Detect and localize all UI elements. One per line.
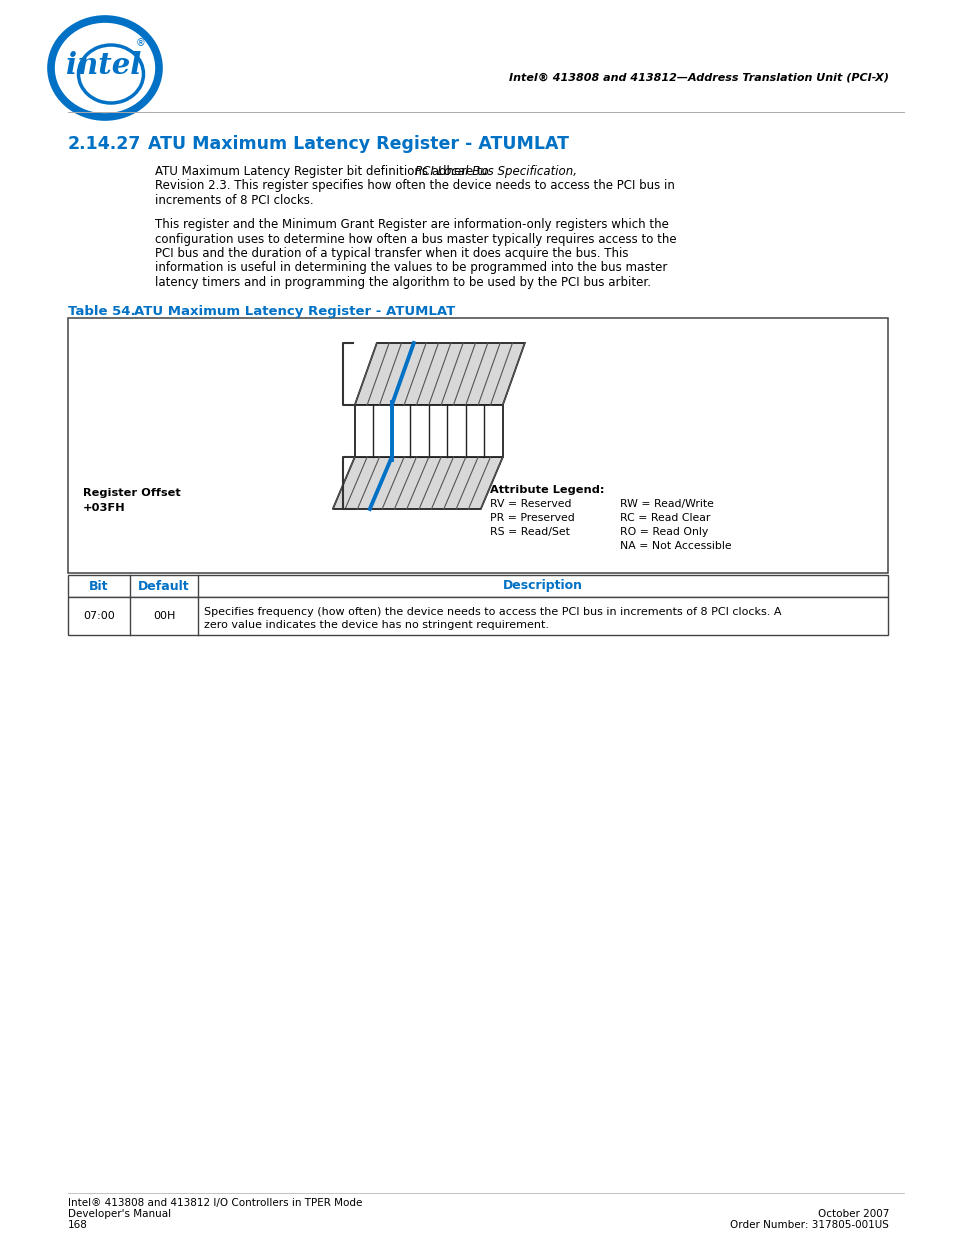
Text: Table 54.: Table 54.	[68, 305, 135, 317]
Text: Order Number: 317805-001US: Order Number: 317805-001US	[729, 1220, 888, 1230]
Text: RC = Read Clear: RC = Read Clear	[619, 513, 710, 522]
Text: PR = Preserved: PR = Preserved	[490, 513, 574, 522]
Text: Specifies frequency (how often) the device needs to access the PCI bus in increm: Specifies frequency (how often) the devi…	[204, 606, 781, 618]
Text: increments of 8 PCI clocks.: increments of 8 PCI clocks.	[154, 194, 314, 207]
Text: RV = Reserved: RV = Reserved	[490, 499, 571, 509]
Text: Description: Description	[502, 579, 582, 593]
Text: Register Offset: Register Offset	[83, 488, 180, 498]
Text: 07:00: 07:00	[83, 611, 114, 621]
Text: 00H: 00H	[152, 611, 175, 621]
Text: RO = Read Only: RO = Read Only	[619, 527, 707, 537]
Polygon shape	[355, 343, 524, 405]
Text: information is useful in determining the values to be programmed into the bus ma: information is useful in determining the…	[154, 262, 667, 274]
Text: ATU Maximum Latency Register bit definitions adhere to: ATU Maximum Latency Register bit definit…	[154, 165, 492, 178]
Text: This register and the Minimum Grant Register are information-only registers whic: This register and the Minimum Grant Regi…	[154, 219, 668, 231]
Text: zero value indicates the device has no stringent requirement.: zero value indicates the device has no s…	[204, 620, 548, 630]
Bar	[68, 317, 887, 573]
Text: latency timers and in programming the algorithm to be used by the PCI bus arbite: latency timers and in programming the al…	[154, 275, 650, 289]
Text: NA = Not Accessible: NA = Not Accessible	[619, 541, 731, 551]
Bar	[355, 405, 502, 457]
Text: intel: intel	[67, 51, 142, 79]
Text: ATU Maximum Latency Register - ATUMLAT: ATU Maximum Latency Register - ATUMLAT	[148, 135, 568, 153]
Text: +03FH: +03FH	[83, 503, 126, 513]
Text: Intel® 413808 and 413812—Address Translation Unit (PCI-X): Intel® 413808 and 413812—Address Transla…	[509, 73, 888, 83]
Text: ATU Maximum Latency Register - ATUMLAT: ATU Maximum Latency Register - ATUMLAT	[133, 305, 455, 317]
Text: 168: 168	[68, 1220, 88, 1230]
Bar	[68, 576, 887, 597]
Text: configuration uses to determine how often a bus master typically requires access: configuration uses to determine how ofte…	[154, 232, 676, 246]
Text: Revision 2.3. This register specifies how often the device needs to access the P: Revision 2.3. This register specifies ho…	[154, 179, 674, 193]
Text: PCI bus and the duration of a typical transfer when it does acquire the bus. Thi: PCI bus and the duration of a typical tr…	[154, 247, 628, 261]
Text: 2.14.27: 2.14.27	[68, 135, 141, 153]
Bar	[68, 597, 887, 635]
Text: Bit: Bit	[90, 579, 109, 593]
Text: Developer's Manual: Developer's Manual	[68, 1209, 171, 1219]
Text: PCI Local Bus Specification,: PCI Local Bus Specification,	[415, 165, 576, 178]
Text: Default: Default	[138, 579, 190, 593]
Polygon shape	[333, 457, 502, 509]
Text: Intel® 413808 and 413812 I/O Controllers in TPER Mode: Intel® 413808 and 413812 I/O Controllers…	[68, 1198, 362, 1208]
Text: ®: ®	[136, 38, 146, 48]
Text: RS = Read/Set: RS = Read/Set	[490, 527, 569, 537]
Text: RW = Read/Write: RW = Read/Write	[619, 499, 713, 509]
Text: Attribute Legend:: Attribute Legend:	[490, 485, 604, 495]
Text: October 2007: October 2007	[817, 1209, 888, 1219]
